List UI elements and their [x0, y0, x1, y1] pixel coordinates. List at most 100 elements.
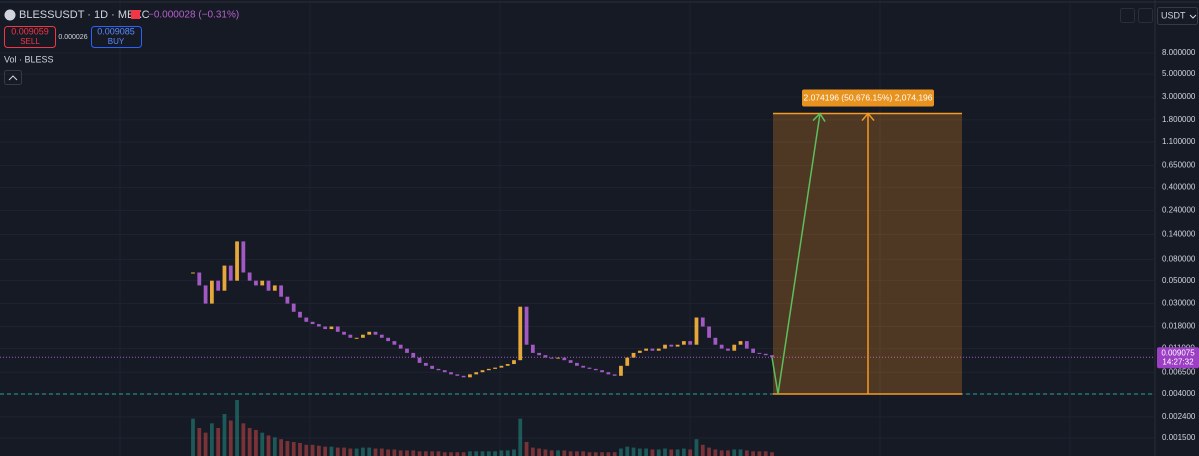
candle — [700, 317, 705, 327]
volume-bar — [493, 451, 497, 456]
last-price-tag — [1157, 347, 1199, 369]
candle — [587, 367, 592, 369]
candle — [644, 348, 649, 351]
volume-bar — [379, 448, 384, 456]
y-tick-label: 0.050000 — [1162, 276, 1196, 285]
y-tick-label: 0.140000 — [1162, 230, 1196, 239]
volume-bar — [367, 447, 372, 456]
candle — [549, 357, 554, 359]
candle — [562, 357, 567, 361]
volume-bar — [260, 432, 265, 456]
collapse-icon — [8, 75, 18, 81]
v-grid — [119, 0, 1071, 456]
candle — [663, 344, 667, 349]
candle — [423, 362, 428, 366]
candle — [436, 368, 441, 371]
y-tick-label: 5.000000 — [1162, 69, 1196, 78]
candle — [222, 265, 227, 291]
candle — [694, 317, 699, 345]
candle — [316, 324, 321, 327]
symbol[interactable]: BLESSUSDT · 1D · MEXC — [19, 9, 150, 21]
candle — [228, 265, 233, 281]
sell-button[interactable] — [4, 26, 56, 48]
volume-bar — [266, 435, 271, 456]
candle — [575, 362, 579, 366]
candle — [593, 368, 598, 371]
candle — [637, 350, 642, 353]
candle — [512, 360, 516, 365]
volume-bar — [323, 446, 328, 456]
candle — [505, 364, 510, 366]
volume-bar — [524, 442, 529, 456]
volume-bar — [593, 452, 598, 456]
refresh-button[interactable] — [1138, 8, 1153, 23]
candle — [556, 357, 560, 359]
trend-link — [771, 357, 779, 395]
volume-bar — [203, 432, 208, 456]
volume-bar — [738, 449, 743, 456]
volume-bar — [486, 451, 491, 456]
volume-bar — [619, 448, 623, 456]
candle — [744, 341, 749, 349]
volume-bar — [568, 451, 573, 456]
volume-bar — [719, 450, 724, 456]
y-tick-label: 0.002400 — [1162, 412, 1196, 421]
volume-bar — [518, 418, 523, 456]
volume-bar — [228, 420, 233, 456]
candle — [480, 370, 485, 373]
sell-price: 0.009059 — [11, 26, 49, 36]
y-tick-label: 0.400000 — [1162, 183, 1196, 192]
candle — [751, 348, 756, 353]
y-tick-label: 0.240000 — [1162, 205, 1196, 214]
symbol-icon — [4, 9, 16, 21]
download-button[interactable] — [1120, 8, 1135, 23]
volume-bar — [310, 444, 315, 456]
volume-bar — [751, 451, 756, 456]
y-tick-label: 0.001500 — [1162, 433, 1196, 442]
collapse-button[interactable] — [4, 70, 22, 85]
volume-bar — [700, 444, 705, 456]
volume-bar — [600, 452, 604, 456]
candle — [581, 365, 586, 368]
buy-button[interactable] — [91, 26, 142, 48]
candle — [631, 352, 636, 358]
volume-bar — [354, 448, 359, 456]
volume-bar — [335, 447, 340, 456]
candle — [279, 285, 283, 297]
volume-bar — [530, 447, 535, 456]
candle — [386, 337, 390, 342]
volume-bar — [682, 448, 686, 456]
candle — [455, 374, 460, 376]
volume-bar — [707, 447, 711, 456]
volume-bar — [442, 452, 447, 456]
measure-label-bg — [802, 89, 934, 107]
volume-bar — [430, 451, 435, 456]
volume-bar — [625, 446, 630, 456]
candle — [260, 280, 265, 286]
candle — [518, 306, 523, 361]
currency-select[interactable] — [1157, 7, 1198, 25]
volume-bar — [449, 452, 453, 456]
candle — [373, 331, 378, 335]
volume-bar — [316, 445, 321, 456]
candle — [713, 337, 718, 345]
volume-bar — [216, 428, 221, 456]
candle — [530, 344, 535, 353]
volume-bar — [241, 423, 246, 456]
trend-arrowhead — [812, 112, 826, 122]
candle — [524, 306, 529, 345]
volume-bar — [342, 447, 346, 456]
y-tick-label: 0.080000 — [1162, 255, 1196, 264]
candle — [241, 241, 246, 273]
candle — [361, 334, 365, 338]
candle — [499, 365, 504, 368]
measure-arrowhead — [861, 112, 875, 122]
y-tick-label: 3.000000 — [1162, 92, 1196, 101]
volume-bar — [587, 452, 592, 456]
candle — [612, 374, 617, 376]
volume-bar — [411, 450, 416, 456]
candle — [197, 272, 202, 286]
candle — [405, 348, 409, 353]
volume-bar — [744, 450, 749, 456]
